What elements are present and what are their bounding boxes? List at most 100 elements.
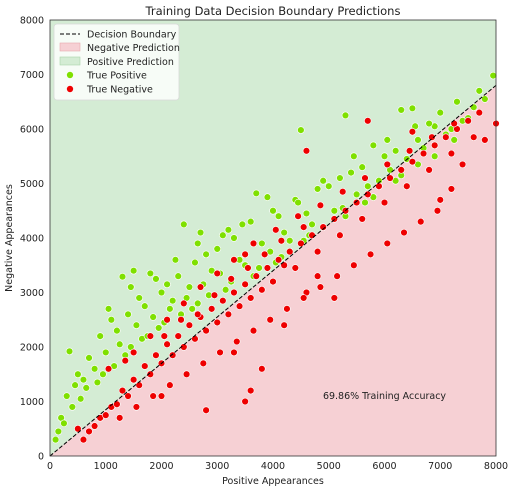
true-negative-point (450, 119, 458, 128)
true-negative-point (102, 411, 110, 419)
true-positive-point (294, 198, 302, 207)
true-positive-point (364, 182, 372, 190)
plot-frame (49, 19, 497, 457)
true-negative-point (258, 365, 266, 373)
true-positive-point (93, 378, 102, 387)
true-positive-point (436, 108, 444, 117)
true-positive-point (380, 152, 389, 160)
true-negative-point (319, 223, 327, 231)
true-negative-point (247, 294, 255, 302)
true-negative-point (219, 296, 227, 305)
true-negative-point (297, 239, 305, 248)
true-positive-point (76, 395, 85, 403)
true-positive-point (408, 104, 417, 112)
true-positive-point (369, 141, 378, 150)
points-layer (51, 71, 500, 444)
true-negative-series (74, 108, 500, 444)
legend-true-positive-marker (66, 71, 74, 79)
true-positive-point (302, 209, 311, 218)
x-tick-label: 1000 (94, 461, 118, 472)
x-tick-label: 2000 (149, 461, 173, 472)
true-positive-point (336, 174, 344, 182)
true-negative-point (207, 305, 216, 313)
true-negative-point (146, 332, 155, 340)
true-positive-point (51, 435, 60, 444)
true-negative-point (163, 340, 171, 348)
true-positive-point (113, 326, 121, 335)
true-negative-point (364, 117, 372, 125)
true-positive-point (196, 228, 205, 237)
true-positive-point (118, 272, 127, 281)
legend-positive-prediction-swatch (59, 56, 81, 66)
true-negative-point (74, 425, 82, 433)
y-tick-label: 6000 (20, 125, 44, 136)
true-negative-point (241, 280, 249, 289)
true-positive-point (308, 220, 316, 229)
true-negative-point (210, 291, 219, 299)
true-negative-point (124, 392, 132, 400)
true-negative-point (433, 207, 442, 215)
true-negative-point (294, 212, 302, 220)
true-negative-point (417, 217, 425, 226)
true-negative-point (141, 362, 149, 370)
true-negative-point (104, 365, 113, 373)
y-tick-label: 5000 (20, 179, 44, 190)
true-positive-point (274, 212, 283, 220)
true-negative-point (129, 348, 138, 357)
true-positive-point (252, 189, 260, 198)
true-negative-point (316, 201, 325, 210)
true-negative-point (352, 198, 361, 207)
true-negative-point (213, 269, 221, 278)
true-negative-point (274, 256, 283, 264)
true-negative-point (185, 321, 194, 329)
true-positive-point (99, 370, 107, 378)
true-negative-point (160, 332, 168, 340)
true-negative-point (430, 141, 439, 150)
true-negative-point (313, 272, 322, 280)
true-negative-point (180, 299, 188, 308)
true-negative-point (233, 337, 241, 346)
true-negative-point (194, 310, 202, 318)
true-positive-point (269, 207, 277, 215)
true-negative-point (216, 348, 224, 357)
true-negative-point (115, 414, 124, 422)
chart-legend: Decision Boundary Negative Prediction Po… (53, 23, 180, 101)
true-negative-point (230, 256, 238, 264)
true-positive-point (194, 299, 202, 308)
true-positive-point (96, 332, 104, 340)
true-negative-point (199, 359, 208, 368)
true-negative-point (272, 226, 280, 234)
true-positive-point (319, 177, 327, 185)
true-negative-point (403, 182, 411, 190)
true-positive-point (180, 220, 188, 229)
true-positive-point (141, 302, 149, 310)
y-tick-label: 0 (38, 452, 44, 463)
true-positive-point (129, 267, 138, 275)
true-negative-point (258, 286, 266, 294)
true-positive-point (489, 71, 497, 80)
true-negative-point (182, 370, 191, 378)
true-negative-point (361, 174, 369, 182)
true-positive-point (82, 384, 90, 392)
true-positive-point (71, 381, 79, 389)
true-negative-point (408, 158, 417, 166)
true-negative-point (338, 187, 347, 196)
true-negative-point (263, 264, 272, 272)
axis-ticks: 0 1000 2000 3000 4000 5000 6000 7000 8000 0 1000 20… (20, 16, 508, 473)
true-positive-point (107, 316, 116, 324)
true-positive-point (185, 283, 194, 291)
true-negative-point (224, 310, 233, 318)
legend-decision-boundary-label: Decision Boundary (87, 30, 177, 41)
true-positive-point (188, 305, 196, 313)
true-negative-point (202, 406, 210, 414)
true-negative-point (380, 198, 389, 207)
true-negative-point (85, 427, 93, 436)
true-positive-point (352, 190, 361, 199)
true-positive-point (255, 264, 263, 272)
true-negative-point (375, 182, 383, 190)
true-negative-point (277, 237, 286, 245)
true-positive-point (219, 231, 227, 239)
true-negative-point (397, 166, 405, 174)
true-positive-point (350, 152, 358, 160)
